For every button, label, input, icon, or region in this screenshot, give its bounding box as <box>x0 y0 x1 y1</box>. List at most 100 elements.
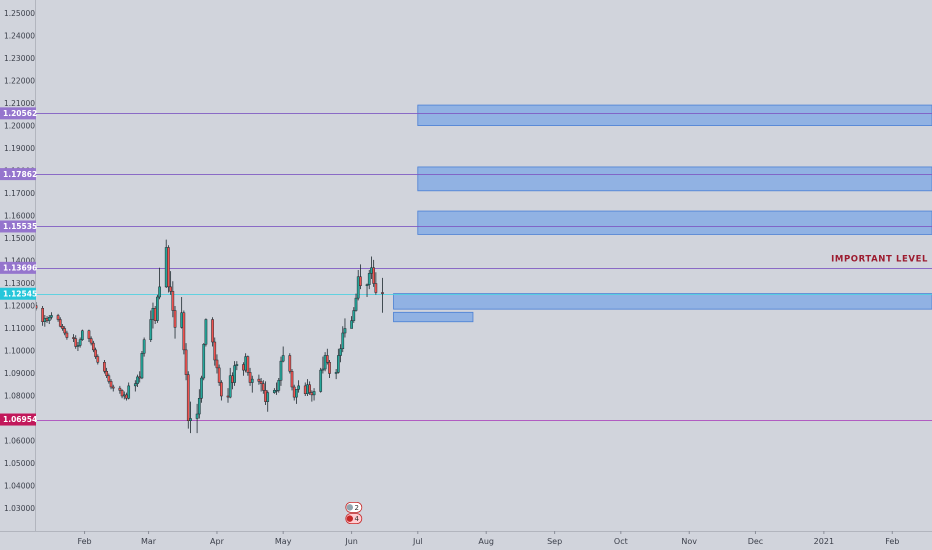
candle-body <box>105 371 108 376</box>
price-tag-label: 1.20562 <box>3 109 37 118</box>
candle-body <box>140 353 144 379</box>
candle <box>381 277 384 313</box>
candle-body <box>125 394 128 399</box>
candle-body <box>202 344 206 379</box>
candle-body <box>381 292 384 294</box>
candle-body <box>264 390 267 402</box>
zones-group <box>393 104 932 323</box>
y-tick-label: 1.08000 <box>4 392 35 401</box>
candle-body <box>94 349 97 357</box>
y-tick-label: 1.20000 <box>4 122 35 131</box>
candle-body <box>122 394 126 397</box>
candle <box>107 373 111 384</box>
candle-body <box>290 371 294 388</box>
price-tag-label: 1.12545 <box>3 289 37 298</box>
candle-body <box>339 348 342 356</box>
candle-body <box>281 355 285 362</box>
candle-body <box>58 319 62 327</box>
price-tag-bg <box>0 287 36 300</box>
candle <box>339 344 342 363</box>
candle-body <box>370 267 373 274</box>
candle <box>233 361 236 386</box>
price-tag-bg <box>0 168 36 181</box>
candle-body <box>336 355 340 373</box>
candle-body <box>197 398 201 415</box>
candle-body <box>250 378 254 383</box>
candle <box>204 318 208 347</box>
candle-body <box>43 318 47 322</box>
candle <box>171 281 175 318</box>
candle <box>356 270 360 301</box>
y-tick-label: 1.13000 <box>4 279 35 288</box>
candle-body <box>184 349 188 375</box>
candle-body <box>171 291 175 311</box>
candle-body <box>173 310 177 328</box>
candle <box>341 326 345 353</box>
x-tick-label: Apr <box>210 537 225 546</box>
candle <box>111 384 115 392</box>
candle-body <box>277 380 281 391</box>
candle-body <box>56 315 60 320</box>
candle-body <box>341 332 345 349</box>
candle-body <box>74 338 78 347</box>
y-tick-label: 1.22000 <box>4 77 35 86</box>
x-tick-label: Jun <box>344 537 358 546</box>
candle <box>92 340 95 353</box>
x-tick-label: Jul <box>412 537 423 546</box>
candle-body <box>259 381 263 384</box>
candle-body <box>220 382 223 397</box>
candle <box>186 371 190 429</box>
candle-body <box>149 319 153 340</box>
candle <box>197 389 201 419</box>
candle-body <box>279 360 283 381</box>
candle <box>367 270 371 290</box>
x-tick-label: 2021 <box>814 537 834 546</box>
y-tick-label: 1.05000 <box>4 459 35 468</box>
candle <box>89 336 93 346</box>
x-tick-label: Mar <box>141 537 157 546</box>
candle <box>96 354 100 365</box>
candle <box>80 329 84 341</box>
candle-body <box>169 286 172 292</box>
candle-body <box>246 356 250 373</box>
y-tick-label: 1.12000 <box>4 302 35 311</box>
candle <box>169 271 172 295</box>
candle-body <box>87 330 91 339</box>
candle <box>275 382 278 395</box>
candle-body <box>334 372 338 374</box>
candle <box>259 378 263 392</box>
candle <box>228 367 232 399</box>
candles-group <box>34 239 384 434</box>
candle-body <box>182 312 186 351</box>
candle-body <box>186 374 190 421</box>
candle-body <box>189 418 192 421</box>
event-badge-text: 2 <box>355 504 359 512</box>
candle-body <box>72 337 75 339</box>
candle-body <box>295 389 298 398</box>
candle <box>173 306 177 339</box>
candle-body <box>61 326 64 329</box>
y-tick-label: 1.04000 <box>4 482 35 491</box>
candle <box>47 315 51 324</box>
candle <box>352 307 356 323</box>
candle-body <box>107 375 111 382</box>
candle <box>158 267 161 300</box>
price-tag-bg <box>0 107 36 120</box>
candle <box>246 355 250 376</box>
candle <box>308 381 312 395</box>
x-tick-label: May <box>275 537 292 546</box>
candle-body <box>365 284 369 286</box>
candle-body <box>180 312 184 328</box>
candle-body <box>133 383 137 387</box>
candle-body <box>226 395 230 398</box>
zone-2 <box>417 210 932 235</box>
price-tag: 1.20562 <box>0 107 37 120</box>
candle-body <box>228 375 232 398</box>
x-tick-label: Dec <box>748 537 763 546</box>
candle-body <box>211 319 214 343</box>
candle-body <box>111 386 115 389</box>
price-tag-bg <box>0 220 36 233</box>
candle-body <box>261 383 265 391</box>
